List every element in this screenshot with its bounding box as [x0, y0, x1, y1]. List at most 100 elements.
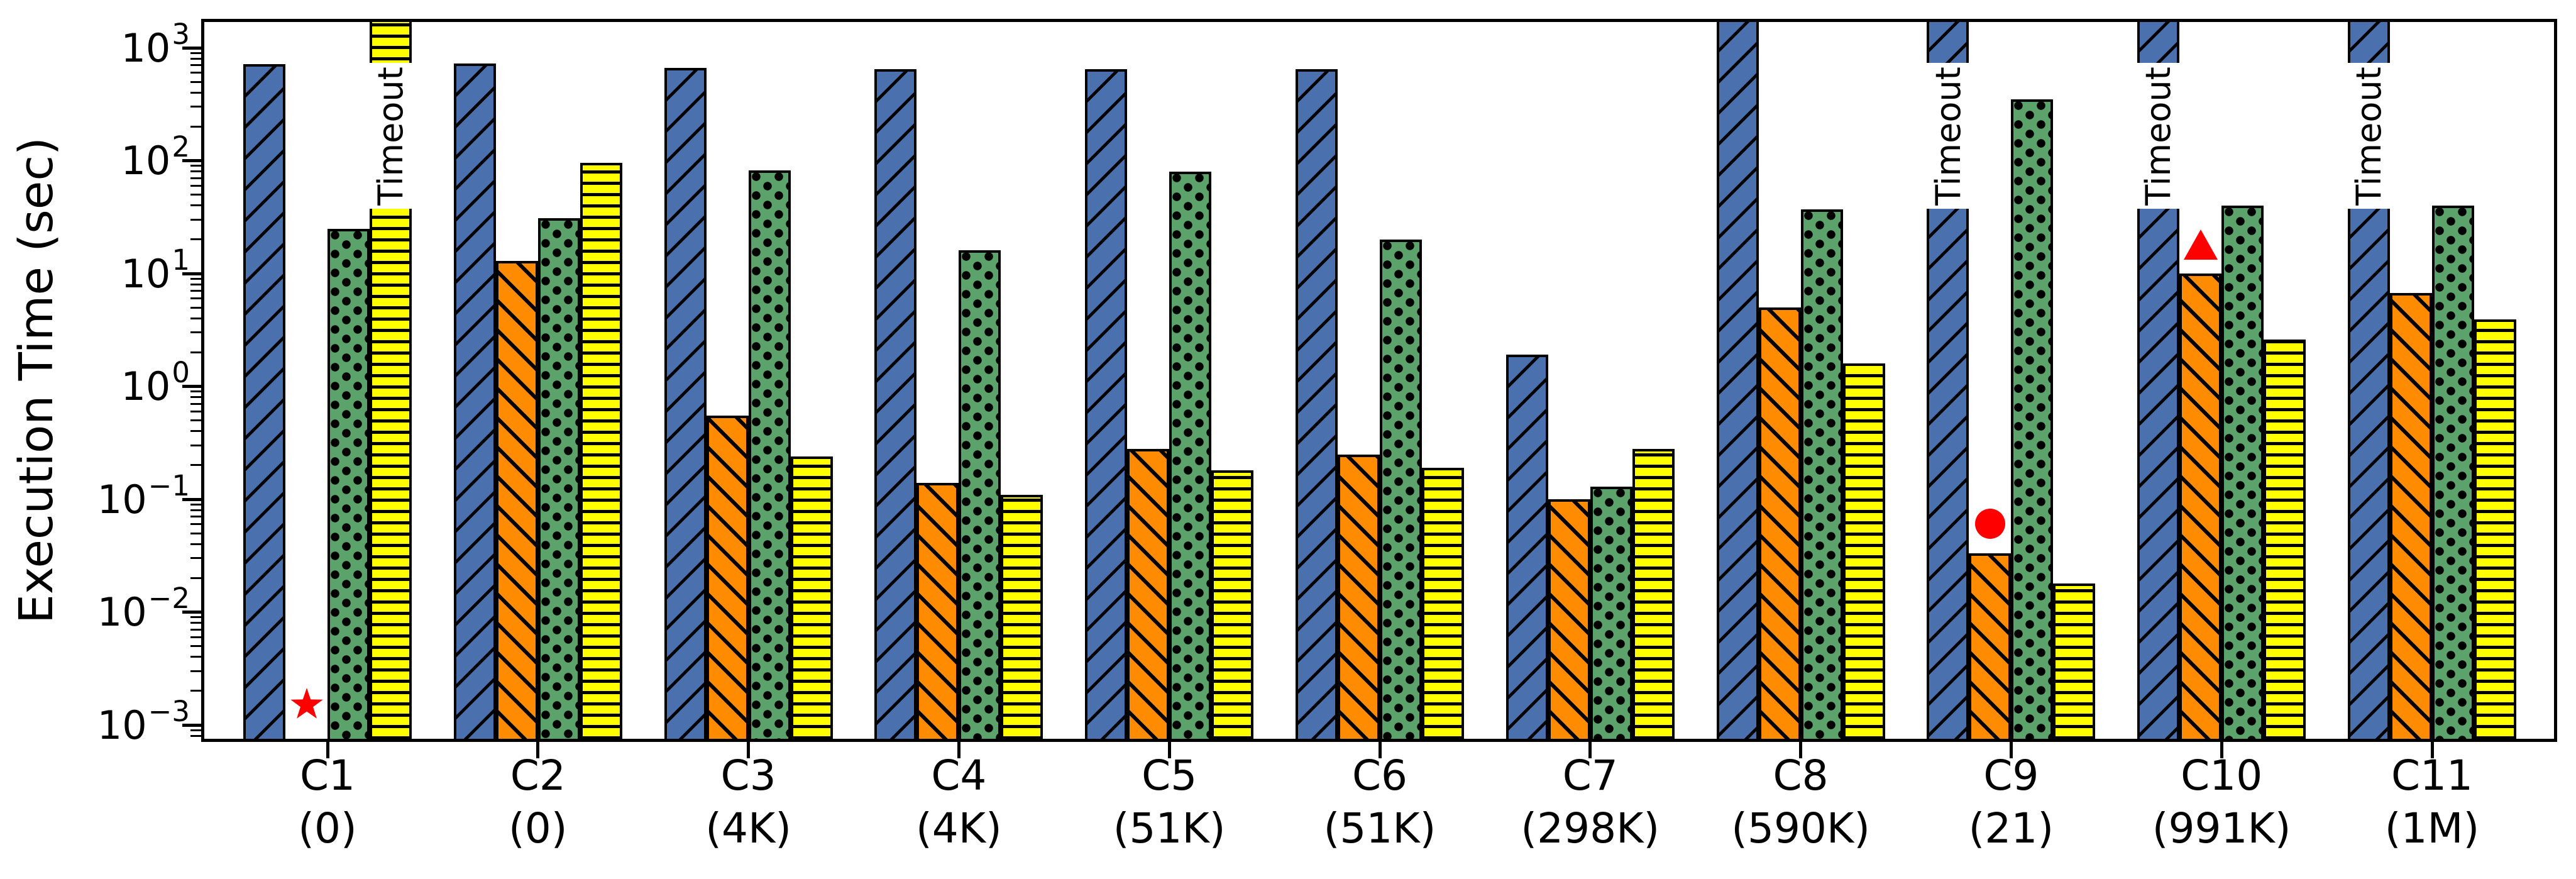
y-minor-tick [190, 57, 201, 60]
x-label-c3: C3 (4K) [642, 749, 856, 855]
y-tick-10e-1 [182, 497, 201, 501]
y-minor-tick [190, 64, 201, 67]
y-minor-tick [190, 656, 201, 658]
bar-series-green-dots-c2 [537, 218, 580, 742]
x-tick-c1 [326, 742, 329, 758]
y-minor-tick [190, 396, 201, 399]
x-label-c4: C4 (4K) [852, 749, 1065, 855]
bar-series-yellow-horizontal-c8 [1842, 363, 1885, 742]
y-tick-10e0 [182, 385, 201, 388]
bar-series-orange-diagonal-c11 [2390, 293, 2432, 742]
x-label-c1: C1 (0) [221, 749, 434, 855]
x-label-count: (0) [298, 804, 357, 853]
y-minor-tick [190, 238, 201, 241]
y-tick-label-10e2: 10 2 [121, 130, 190, 184]
timeout-label-box: Timeout [1925, 63, 1971, 209]
x-label-name: C11 [2391, 751, 2474, 800]
y-minor-tick [190, 516, 201, 518]
x-label-name: C10 [2181, 751, 2263, 800]
bar-series-green-dots-c10 [2221, 205, 2264, 742]
bar-series-orange-diagonal-c2 [495, 260, 538, 742]
bar-series-blue-diagonal-c6 [1296, 69, 1338, 742]
timeout-label: Timeout [2349, 66, 2389, 206]
y-minor-tick [190, 177, 201, 179]
y-tick-10e1 [182, 272, 201, 275]
y-tick-label-10e0: 10 0 [121, 356, 190, 409]
x-label-name: C2 [510, 751, 566, 800]
y-minor-tick [190, 557, 201, 560]
y-minor-tick [190, 290, 201, 292]
y-minor-tick [190, 184, 201, 187]
y-minor-tick [190, 390, 201, 393]
timeout-label-box: Timeout [368, 63, 414, 209]
bar-series-orange-diagonal-c8 [1758, 307, 1801, 742]
y-minor-tick [190, 670, 201, 672]
x-label-name: C8 [1773, 751, 1829, 800]
bar-series-orange-diagonal-c6 [1338, 454, 1380, 742]
bar-series-green-dots-c8 [1800, 209, 1843, 742]
bar-series-yellow-horizontal-c7 [1632, 448, 1675, 742]
star-icon [290, 688, 323, 719]
x-label-count: (4K) [916, 804, 1002, 853]
y-tick-label-10e3: 10 3 [121, 17, 190, 71]
bar-series-yellow-horizontal-c3 [790, 456, 833, 742]
y-tick-10e2 [182, 159, 201, 162]
failure-star-marker [288, 686, 326, 724]
bar-series-orange-diagonal-c10 [2179, 274, 2222, 742]
bar-series-yellow-horizontal-c4 [1001, 494, 1043, 742]
y-tick-label-10e-3: 10 −3 [97, 694, 190, 748]
y-tick-label-10e-1: 10 −1 [97, 468, 190, 522]
bar-series-green-dots-c11 [2432, 205, 2474, 742]
bar-series-yellow-horizontal-c6 [1422, 467, 1464, 742]
timeout-label: Timeout [2138, 66, 2179, 206]
x-tick-c3 [747, 742, 751, 758]
x-tick-c8 [1799, 742, 1803, 758]
y-minor-tick [190, 402, 201, 405]
y-minor-tick [190, 464, 201, 467]
bar-series-green-dots-c4 [959, 250, 1001, 742]
y-tick-10e-2 [182, 611, 201, 614]
x-label-count: (51K) [1113, 804, 1226, 853]
bar-series-green-dots-c7 [1590, 486, 1632, 742]
y-minor-tick [190, 204, 201, 207]
bar-series-blue-diagonal-c8 [1716, 19, 1759, 742]
bar-series-yellow-horizontal-c2 [580, 163, 622, 742]
y-minor-tick [190, 91, 201, 94]
bar-series-orange-diagonal-c4 [916, 482, 959, 742]
x-tick-c9 [2009, 742, 2013, 758]
x-label-name: C5 [1142, 751, 1197, 800]
y-minor-tick [190, 125, 201, 128]
bar-series-blue-diagonal-c5 [1085, 69, 1128, 742]
y-minor-tick [190, 622, 201, 624]
bar-series-orange-diagonal-c5 [1127, 448, 1170, 742]
bar-series-blue-diagonal-c3 [664, 68, 707, 742]
y-minor-tick [190, 532, 201, 534]
y-minor-tick [190, 503, 201, 506]
x-label-c2: C2 (0) [431, 749, 645, 855]
x-label-name: C7 [1562, 751, 1618, 800]
x-label-c5: C5 (51K) [1062, 749, 1276, 855]
x-label-name: C9 [1983, 751, 2039, 800]
y-minor-tick [190, 543, 201, 545]
y-minor-tick [190, 52, 201, 54]
x-tick-c4 [957, 742, 960, 758]
x-tick-c10 [2220, 742, 2223, 758]
timeout-label: Timeout [1928, 66, 1968, 206]
y-minor-tick [190, 734, 201, 737]
x-label-count: (1M) [2384, 804, 2480, 853]
y-minor-tick [190, 419, 201, 422]
y-minor-tick [190, 283, 201, 285]
y-minor-tick [190, 80, 201, 83]
y-minor-tick [190, 306, 201, 309]
x-label-c9: C9 (21) [1904, 749, 2118, 855]
timeout-label: Timeout [371, 66, 410, 206]
y-minor-tick [190, 628, 201, 631]
y-minor-tick [190, 218, 201, 221]
bar-series-blue-diagonal-c7 [1505, 355, 1548, 742]
failure-circle-marker [1974, 508, 2005, 539]
x-label-count: (21) [1968, 804, 2054, 853]
x-tick-c7 [1588, 742, 1592, 758]
x-label-count: (4K) [705, 804, 791, 853]
x-tick-c5 [1167, 742, 1171, 758]
y-tick-label-10e1: 10 1 [121, 243, 190, 297]
